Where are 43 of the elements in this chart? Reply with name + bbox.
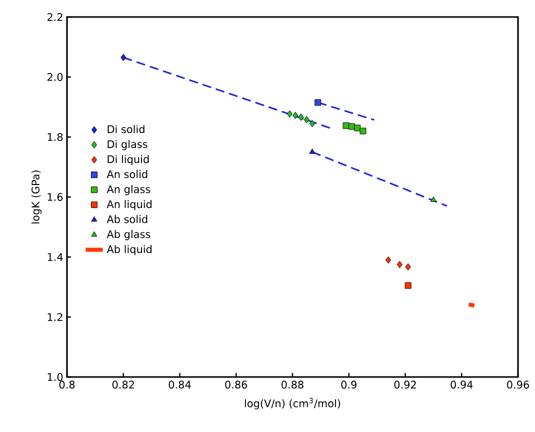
x-tick-label: 0.82 — [112, 380, 134, 389]
point — [292, 112, 298, 120]
y-tick-label: 1.0 — [48, 373, 63, 381]
legend-label: An glass — [106, 185, 150, 196]
point — [120, 54, 126, 62]
point — [404, 282, 412, 289]
point — [309, 148, 316, 154]
x-tick-label: 0.8 — [59, 380, 75, 389]
x-tick-label: 0.92 — [394, 380, 416, 389]
y-tick-label: 1.4 — [48, 253, 63, 261]
point — [386, 256, 392, 264]
point — [430, 196, 436, 202]
point — [314, 99, 322, 106]
point — [286, 110, 292, 118]
y-tick-label: 1.2 — [48, 313, 62, 321]
legend-label: Ab liquid — [106, 245, 152, 256]
legend-label: Di glass — [108, 140, 148, 150]
y-tick-label: 1.8 — [48, 133, 63, 141]
legend-label: Di solid — [108, 125, 144, 134]
x-tick-label: 0.84 — [168, 380, 191, 389]
legend-label: Ab glass — [106, 230, 150, 240]
point — [396, 260, 402, 268]
point — [405, 263, 411, 271]
legend-label: Ab solid — [106, 215, 148, 224]
point — [309, 120, 316, 128]
y-tick-label: 2.2 — [47, 13, 62, 21]
legend-label: An liquid — [106, 200, 152, 210]
point — [348, 123, 355, 130]
x-axis-title: log(V/n) (cm$^{3}$/mol) — [244, 398, 340, 410]
y-tick-label: 2.0 — [47, 73, 63, 81]
legend-label: An solid — [106, 170, 148, 178]
x-tick-label: 0.86 — [225, 380, 248, 389]
y-tick-label: 1.6 — [48, 193, 63, 201]
x-tick-label: 0.96 — [507, 380, 529, 389]
point — [298, 114, 304, 121]
point — [360, 128, 366, 134]
legend-label: Di liquid — [108, 155, 149, 166]
point — [304, 116, 310, 124]
y-axis-title: logK (GPa) — [31, 170, 42, 224]
point — [354, 124, 361, 132]
x-tick-label: 0.9 — [341, 380, 356, 389]
x-tick-label: 0.94 — [450, 380, 473, 389]
x-tick-label: 0.88 — [282, 380, 304, 389]
